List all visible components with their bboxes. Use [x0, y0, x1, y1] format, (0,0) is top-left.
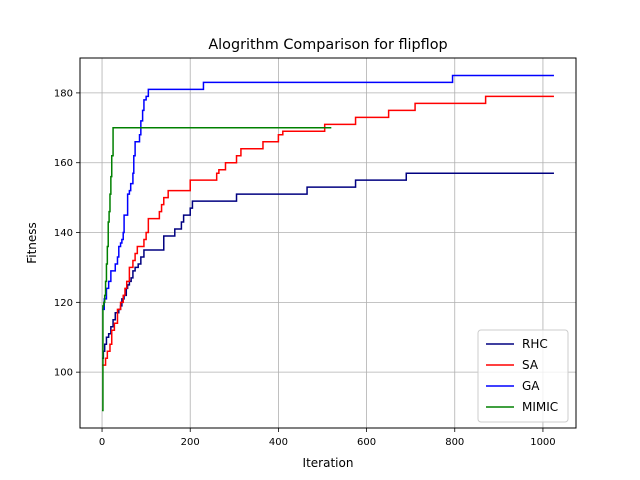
- y-tick-label: 140: [54, 228, 73, 239]
- legend-label-ga: GA: [522, 379, 540, 393]
- x-tick-label: 200: [181, 437, 200, 448]
- chart-title: Alogrithm Comparison for flipflop: [208, 37, 447, 53]
- x-tick-label: 1000: [530, 437, 555, 448]
- x-axis-label: Iteration: [303, 456, 354, 470]
- series-line-sa: [102, 95, 554, 366]
- legend-label-rhc: RHC: [522, 337, 548, 351]
- series-line-mimic: [102, 127, 332, 412]
- grid-lines: [80, 58, 576, 428]
- legend-box: [477, 329, 569, 423]
- legend-label-mimic: MIMIC: [522, 400, 558, 414]
- x-tick-label: 0: [99, 437, 105, 448]
- x-tick-label: 400: [269, 437, 288, 448]
- series-line-rhc: [102, 172, 554, 359]
- plot-area-frame: [79, 57, 577, 429]
- series-line-ga: [102, 74, 554, 311]
- legend: RHC SA GA MIMIC: [477, 329, 569, 423]
- y-tick-label: 180: [54, 88, 73, 99]
- y-tick-label: 100: [54, 368, 73, 379]
- legend-label-sa: SA: [522, 358, 539, 372]
- y-tick-label: 120: [54, 298, 73, 309]
- x-tick-label: 600: [357, 437, 376, 448]
- y-tick-label: 160: [54, 158, 73, 169]
- axis-ticks: 0 200 400 600 800 1000 100 120 140 160 180: [54, 88, 556, 448]
- plot-series: [102, 74, 554, 412]
- y-axis-label: Fitness: [25, 222, 39, 264]
- x-tick-label: 800: [445, 437, 464, 448]
